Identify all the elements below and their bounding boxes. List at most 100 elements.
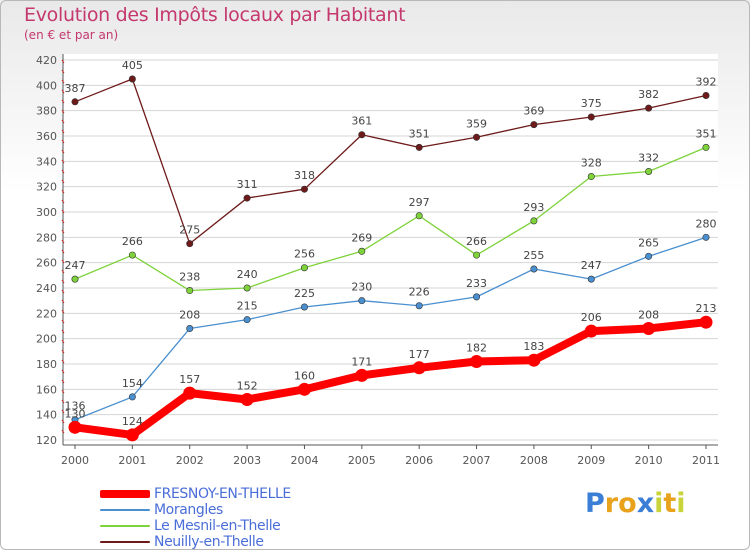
y-axis-mark bbox=[61, 309, 65, 314]
data-label: 351 bbox=[696, 127, 717, 140]
y-axis-mark bbox=[61, 319, 65, 324]
data-label: 215 bbox=[237, 300, 258, 313]
x-tick-label: 2003 bbox=[233, 454, 261, 467]
data-label: 152 bbox=[237, 379, 258, 392]
y-tick-label: 260 bbox=[36, 257, 57, 270]
y-axis-mark bbox=[61, 199, 65, 204]
logo-letter: t bbox=[663, 488, 677, 519]
data-point bbox=[300, 303, 308, 311]
data-point bbox=[527, 353, 541, 367]
data-label: 266 bbox=[466, 235, 487, 248]
y-axis-mark bbox=[61, 389, 65, 394]
y-axis-mark bbox=[61, 229, 65, 234]
y-axis-mark bbox=[61, 209, 65, 214]
data-point bbox=[186, 325, 194, 333]
data-point bbox=[128, 393, 136, 401]
legend-swatch bbox=[100, 509, 150, 511]
y-axis-mark bbox=[61, 159, 65, 164]
data-label: 238 bbox=[179, 271, 200, 284]
data-point bbox=[71, 275, 79, 283]
data-point bbox=[415, 302, 423, 310]
data-point bbox=[645, 104, 653, 112]
data-label: 208 bbox=[179, 309, 200, 322]
y-axis-mark bbox=[61, 359, 65, 364]
x-tick-label: 2005 bbox=[348, 454, 376, 467]
x-tick-label: 2007 bbox=[463, 454, 491, 467]
legend-swatch bbox=[100, 525, 150, 527]
y-axis-mark bbox=[61, 269, 65, 274]
y-tick-label: 360 bbox=[36, 130, 57, 143]
legend-item: Morangles bbox=[100, 502, 291, 518]
y-axis-mark bbox=[61, 109, 65, 114]
x-tick-label: 2006 bbox=[405, 454, 433, 467]
series-1: 136 154 208 215 225 230 226 233 255 247 265 280 bbox=[65, 217, 717, 424]
data-point bbox=[530, 121, 538, 129]
data-label: 266 bbox=[122, 235, 143, 248]
data-label: 392 bbox=[696, 75, 717, 88]
y-axis-mark bbox=[61, 289, 65, 294]
y-tick-label: 400 bbox=[36, 79, 57, 92]
y-axis-mark bbox=[61, 249, 65, 254]
y-axis-mark bbox=[61, 399, 65, 404]
y-axis-mark bbox=[61, 219, 65, 224]
y-tick-label: 280 bbox=[36, 231, 57, 244]
data-point bbox=[128, 251, 136, 259]
data-label: 183 bbox=[523, 340, 544, 353]
y-axis-mark bbox=[61, 349, 65, 354]
data-label: 405 bbox=[122, 59, 143, 72]
data-label: 177 bbox=[409, 348, 430, 361]
x-tick-label: 2009 bbox=[577, 454, 605, 467]
chart-legend: FRESNOY-EN-THELLE Morangles Le Mesnil-en-T… bbox=[100, 486, 291, 550]
y-axis-mark bbox=[61, 259, 65, 264]
x-tick-label: 2011 bbox=[692, 454, 720, 467]
data-label: 351 bbox=[409, 127, 430, 140]
data-label: 269 bbox=[351, 231, 372, 244]
y-axis-mark bbox=[61, 89, 65, 94]
y-axis-mark bbox=[61, 119, 65, 124]
x-tick-label: 2002 bbox=[176, 454, 204, 467]
data-label: 359 bbox=[466, 117, 487, 130]
data-point bbox=[530, 217, 538, 225]
data-point bbox=[587, 113, 595, 121]
data-label: 136 bbox=[65, 400, 86, 413]
y-axis-mark bbox=[61, 299, 65, 304]
chart-subtitle: (en € et par an) bbox=[24, 28, 119, 42]
data-point bbox=[183, 386, 197, 400]
y-axis-mark bbox=[61, 149, 65, 154]
data-point bbox=[358, 297, 366, 305]
series-2: 247 266 238 240 256 269 297 266 293 328 332 351 bbox=[65, 127, 717, 295]
data-label: 160 bbox=[294, 369, 315, 382]
y-axis-mark bbox=[61, 189, 65, 194]
y-axis-mark bbox=[61, 409, 65, 414]
data-label: 206 bbox=[581, 311, 602, 324]
legend-label: Neuilly-en-Thelle bbox=[154, 534, 264, 550]
data-point bbox=[415, 212, 423, 220]
x-tick-label: 2001 bbox=[118, 454, 146, 467]
y-tick-label: 140 bbox=[36, 409, 57, 422]
data-label: 213 bbox=[696, 302, 717, 315]
data-point bbox=[300, 185, 308, 193]
series-line bbox=[74, 236, 707, 421]
logo-letter: o bbox=[618, 488, 637, 519]
data-label: 275 bbox=[179, 224, 200, 237]
data-label: 226 bbox=[409, 286, 430, 299]
data-point bbox=[473, 293, 481, 301]
data-label: 247 bbox=[65, 259, 86, 272]
y-tick-label: 300 bbox=[36, 206, 57, 219]
legend-swatch bbox=[100, 490, 150, 498]
data-point bbox=[186, 287, 194, 295]
logo-letter: x bbox=[636, 488, 655, 519]
data-point bbox=[584, 324, 598, 338]
data-point bbox=[645, 167, 653, 175]
data-point bbox=[358, 131, 366, 139]
data-label: 256 bbox=[294, 248, 315, 261]
legend-item: Le Mesnil-en-Thelle bbox=[100, 518, 291, 534]
data-point bbox=[530, 265, 538, 273]
y-axis-mark bbox=[61, 419, 65, 424]
logo-letter: i bbox=[676, 488, 686, 519]
x-tick-label: 2010 bbox=[635, 454, 663, 467]
data-label: 280 bbox=[696, 217, 717, 230]
data-label: 233 bbox=[466, 277, 487, 290]
data-point bbox=[470, 354, 484, 368]
data-label: 382 bbox=[638, 88, 659, 101]
